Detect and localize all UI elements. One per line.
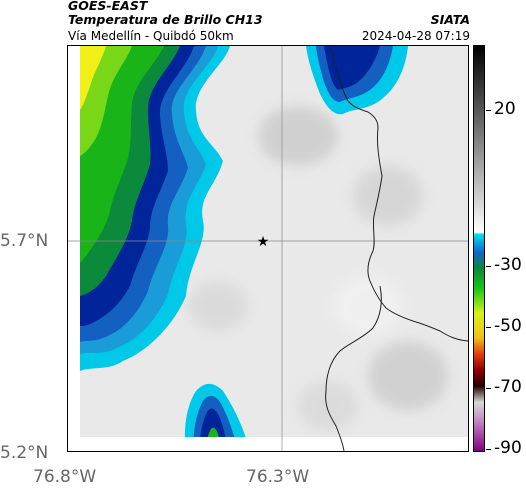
cloud-west-yellow bbox=[80, 46, 106, 110]
longitude-label: 76.8°W bbox=[33, 467, 97, 487]
colorbar bbox=[473, 45, 485, 452]
latitude-label: 5.7°N bbox=[0, 231, 49, 251]
colorbar-tick bbox=[486, 449, 491, 450]
colorbar-label: -50 bbox=[494, 316, 522, 336]
colorbar-label: -90 bbox=[494, 438, 522, 458]
department-border bbox=[329, 46, 468, 342]
product-title: Temperatura de Brillo CH13 bbox=[68, 12, 263, 27]
satellite-map[interactable]: ★ bbox=[67, 45, 469, 452]
satellite-title: GOES-EAST bbox=[68, 0, 148, 13]
colorbar-label: -70 bbox=[494, 377, 522, 397]
colorbar-label: 20 bbox=[494, 99, 516, 119]
colorbar-label: -30 bbox=[494, 255, 522, 275]
colorbar-tick bbox=[486, 110, 491, 111]
agency-label: SIATA bbox=[430, 12, 470, 27]
latitude-label: 5.2°N bbox=[0, 443, 49, 463]
no-data-edge bbox=[68, 46, 80, 437]
colorbar-tick bbox=[486, 327, 491, 328]
map-canvas: ★ bbox=[68, 46, 468, 451]
colorbar-tick bbox=[486, 388, 491, 389]
star-marker: ★ bbox=[257, 234, 270, 250]
colorbar-tick bbox=[486, 266, 491, 267]
no-data-band bbox=[68, 437, 468, 451]
municipal-border bbox=[325, 285, 382, 451]
timestamp-label: 2024-04-28 07:19 bbox=[361, 29, 470, 43]
colorbar-gradient bbox=[474, 46, 484, 451]
cloud-ne-navy bbox=[324, 46, 380, 90]
longitude-label: 76.3°W bbox=[246, 467, 310, 487]
route-subtitle: Vía Medellín - Quibdó 50km bbox=[68, 29, 234, 43]
